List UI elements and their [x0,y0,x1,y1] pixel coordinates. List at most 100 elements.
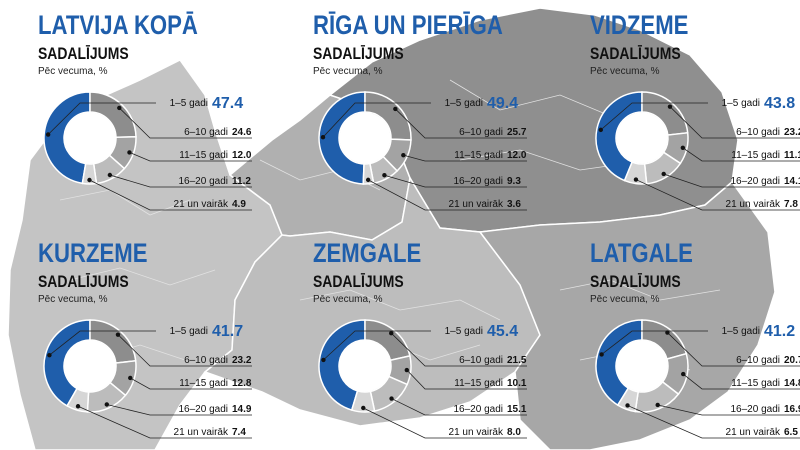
region-title: LATGALE [590,238,693,268]
category-label: 1–5 gadi [445,98,483,109]
leader-line [130,377,252,390]
leader-line [395,108,527,139]
leader-line [682,373,800,390]
donut-hole [616,112,668,164]
value-label: 21.5 [507,355,527,366]
category-label: 1–5 gadi [170,326,208,337]
panel-zemgale: ZEMGALE SADALĪJUMS Pēc vecuma, % 1–5 gad… [313,238,563,448]
category-label: 16–20 gadi [454,176,504,187]
donut-slice-4 [81,162,98,185]
leader-line [119,107,252,139]
leader-line [129,152,252,162]
region-title: VIDZEME [590,10,689,40]
category-label: 16–20 gadi [454,404,504,415]
leader-line [391,398,527,416]
leader-dot [382,173,387,178]
donut-slice-0 [43,319,91,407]
chart-subtitle: SADALĪJUMS [590,44,681,63]
leader-dot [389,331,394,336]
category-label: 11–15 gadi [454,378,503,389]
leader-line [363,407,527,439]
value-label: 7.4 [232,427,246,438]
leader-line [322,102,431,138]
leader-dot [117,105,122,111]
value-label: 9.3 [507,176,521,187]
leader-dot [401,152,406,158]
donut-chart: 1–5 gadi 47.4 6–10 gadi 24.6 11–15 gadi 12.0 1… [43,91,252,211]
category-label: 1–5 gadi [722,98,760,109]
donut-chart: 1–5 gadi 41.7 6–10 gadi 23.2 11–15 gadi 12.8 1… [43,319,252,439]
leader-line [89,179,252,211]
leader-line [77,405,252,439]
value-label: 24.6 [232,127,252,138]
chart-subtitle: SADALĪJUMS [38,44,129,63]
donut-slice-0 [318,91,366,185]
leader-dot [47,352,52,358]
value-label: 20.7 [784,355,800,366]
chart-note: Pēc vecuma, % [38,294,108,305]
donut-slice-4 [623,161,648,185]
leader-dot [667,104,673,109]
value-label: 6.5 [784,427,798,438]
leader-line [663,173,800,188]
leader-dot [655,402,660,408]
leader-line [406,369,527,390]
value-label: 14.1 [784,176,800,187]
leader-dot [680,145,686,151]
category-label: 1–5 gadi [722,326,760,337]
donut-chart: 1–5 gadi 49.4 6–10 gadi 25.7 11–15 gadi 12.0 1… [318,91,527,211]
donut-slice-0 [43,91,91,185]
leader-line [667,332,800,367]
value-label: 11.1 [784,150,800,161]
leader-dot [87,177,92,183]
leader-dot [681,371,686,377]
value-label: 41.7 [212,323,243,340]
donut-chart: 1–5 gadi 43.8 6–10 gadi 23.2 11–15 gadi 11.1 1… [595,91,800,211]
leader-dot [115,332,121,337]
donut-hole [64,340,116,392]
category-label: 11–15 gadi [179,150,228,161]
category-label: 11–15 gadi [454,150,503,161]
leader-dot [127,150,132,155]
category-label: 21 un vairāk [449,427,504,438]
value-label: 8.0 [507,427,521,438]
chart-note: Pēc vecuma, % [38,66,108,77]
category-label: 6–10 gadi [459,355,503,366]
region-title: ZEMGALE [313,238,422,268]
donut-hole [64,112,116,164]
region-title: RĪGA UN PIERĪGA [313,10,503,40]
leader-dot [393,106,398,112]
category-label: 6–10 gadi [736,127,780,138]
chart-subtitle: SADALĪJUMS [313,44,404,63]
leader-dot [320,135,326,140]
value-label: 23.2 [784,127,800,138]
chart-note: Pēc vecuma, % [313,294,383,305]
leader-dot [128,375,133,381]
donut-slice-4 [350,389,376,413]
chart-note: Pēc vecuma, % [590,294,660,305]
value-label: 41.2 [764,323,795,340]
value-label: 16.9 [784,404,800,415]
leader-dot [404,367,410,373]
category-label: 6–10 gadi [184,355,228,366]
value-label: 11.2 [232,176,251,187]
chart-subtitle: SADALĪJUMS [38,272,129,291]
chart-subtitle: SADALĪJUMS [590,272,681,291]
donut-chart: 1–5 gadi 45.4 6–10 gadi 21.5 11–15 gadi 10.1 1… [318,319,527,439]
panel-latgale: LATGALE SADALĪJUMS Pēc vecuma, % 1–5 gad… [590,238,800,448]
category-label: 6–10 gadi [459,127,503,138]
map-latgale-region [478,180,776,450]
category-label: 21 un vairāk [174,427,229,438]
value-label: 25.7 [507,127,527,138]
leader-line [657,404,800,416]
region-title: KURZEME [38,238,148,268]
category-label: 6–10 gadi [184,127,228,138]
leader-dot [107,172,113,178]
leader-line [323,330,431,361]
value-label: 3.6 [507,199,521,210]
category-label: 1–5 gadi [170,98,208,109]
leader-line [384,174,527,188]
leader-dot [361,405,366,411]
leader-dot [598,127,603,133]
category-label: 11–15 gadi [731,150,780,161]
